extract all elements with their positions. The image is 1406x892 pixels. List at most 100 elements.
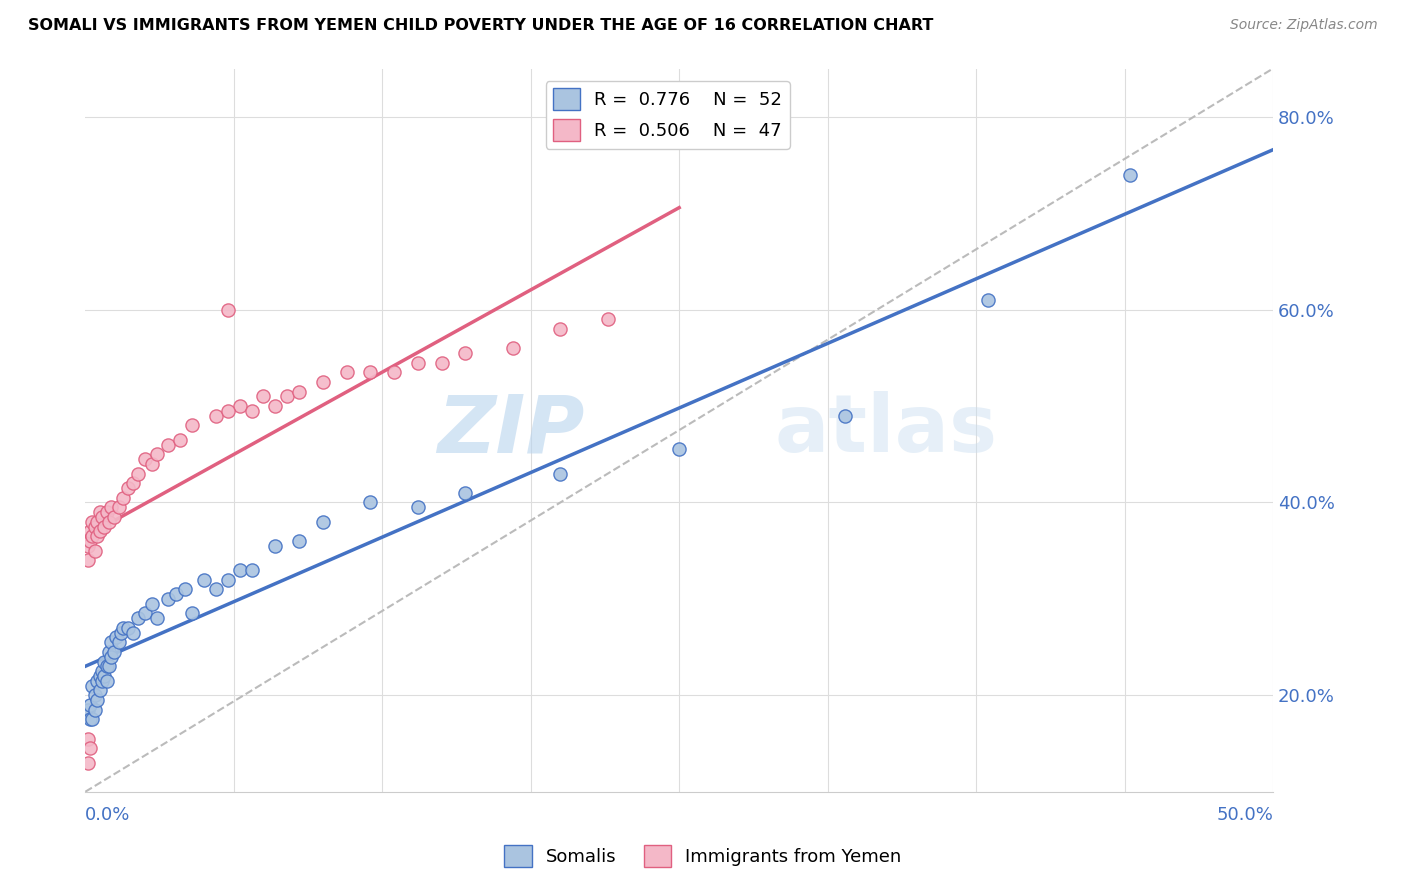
Point (181, 607, 204, 621)
Point (79, 741, 101, 756)
Point (157, 437, 180, 451)
Point (217, 573, 239, 587)
Point (89, 524, 111, 539)
Point (82, 713, 104, 727)
Point (98, 515, 121, 529)
Point (96, 673, 118, 688)
Point (89, 505, 111, 519)
Point (454, 346, 477, 360)
Point (83, 688, 105, 702)
Point (82, 679, 104, 693)
Point (550, 322, 572, 336)
Point (82, 515, 104, 529)
Point (105, 631, 128, 645)
Point (454, 485, 477, 500)
Point (145, 447, 167, 461)
Point (90, 664, 112, 678)
Point (169, 433, 191, 447)
Point (240, 404, 263, 418)
Point (382, 365, 405, 379)
Point (100, 649, 122, 664)
Point (181, 418, 204, 433)
Point (103, 510, 125, 524)
Point (98, 659, 121, 673)
Point (165, 587, 187, 601)
Point (134, 452, 156, 467)
Point (112, 491, 135, 505)
Point (76, 756, 98, 770)
Point (834, 409, 856, 423)
Point (336, 365, 359, 379)
Point (117, 481, 139, 495)
Text: ZIP: ZIP (437, 391, 583, 469)
Text: 0.0%: 0.0% (86, 806, 131, 824)
Point (86, 515, 108, 529)
Point (96, 505, 118, 519)
Point (141, 457, 163, 471)
Point (103, 645, 125, 659)
Point (83, 519, 105, 533)
Point (110, 625, 132, 640)
Point (79, 698, 101, 712)
Point (100, 500, 122, 515)
Point (550, 467, 572, 481)
Point (276, 389, 298, 403)
Point (406, 500, 429, 515)
Point (86, 529, 108, 543)
Point (76, 703, 98, 717)
Point (406, 356, 429, 370)
Point (977, 293, 1000, 307)
Point (288, 384, 311, 399)
Point (107, 635, 129, 649)
Point (157, 591, 180, 606)
Point (134, 607, 156, 621)
Point (205, 409, 228, 423)
Point (430, 356, 453, 370)
Point (83, 703, 105, 717)
Point (217, 302, 239, 317)
Point (86, 673, 108, 688)
Point (193, 573, 215, 587)
Point (359, 495, 381, 509)
Point (127, 467, 149, 481)
Point (668, 442, 690, 457)
Point (117, 621, 139, 635)
Point (228, 563, 250, 577)
Point (145, 611, 167, 625)
Point (288, 534, 311, 549)
Point (93, 669, 115, 683)
Point (312, 375, 335, 389)
Point (205, 582, 228, 597)
Point (596, 312, 619, 326)
Point (100, 635, 122, 649)
Legend: R =  0.776    N =  52, R =  0.506    N =  47: R = 0.776 N = 52, R = 0.506 N = 47 (546, 81, 790, 149)
Point (107, 500, 129, 515)
Point (127, 611, 149, 625)
Point (112, 621, 135, 635)
Point (121, 625, 143, 640)
Text: atlas: atlas (775, 391, 997, 469)
Point (174, 582, 197, 597)
Point (141, 597, 163, 611)
Point (79, 524, 101, 539)
Point (76, 731, 98, 746)
Point (89, 669, 111, 683)
Text: 50.0%: 50.0% (1216, 806, 1272, 824)
Point (1119, 168, 1142, 182)
Point (312, 515, 335, 529)
Point (240, 563, 263, 577)
Point (217, 404, 239, 418)
Point (76, 539, 98, 553)
Text: Source: ZipAtlas.com: Source: ZipAtlas.com (1230, 18, 1378, 32)
Point (93, 655, 115, 669)
Point (76, 553, 98, 567)
Point (82, 529, 104, 543)
Point (264, 539, 287, 553)
Point (96, 659, 118, 673)
Point (86, 693, 108, 707)
Text: SOMALI VS IMMIGRANTS FROM YEMEN CHILD POVERTY UNDER THE AGE OF 16 CORRELATION CH: SOMALI VS IMMIGRANTS FROM YEMEN CHILD PO… (28, 18, 934, 33)
Point (79, 534, 101, 549)
Point (252, 389, 274, 403)
Point (89, 683, 111, 698)
Point (228, 399, 250, 413)
